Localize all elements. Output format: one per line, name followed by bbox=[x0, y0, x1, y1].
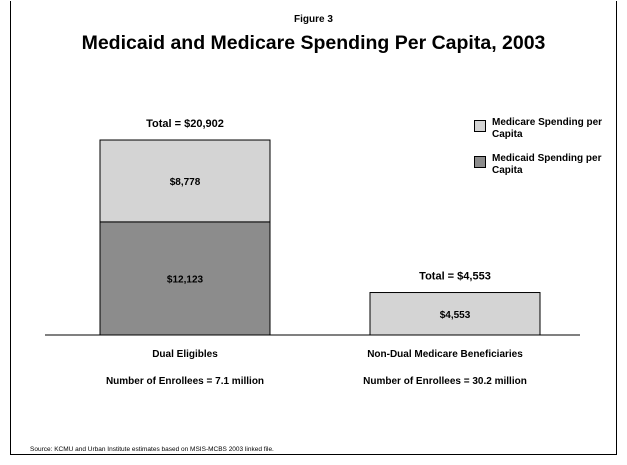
legend-item-medicare: Medicare Spending per Capita bbox=[474, 117, 624, 153]
legend-swatch-medicaid bbox=[474, 156, 486, 168]
legend: Medicare Spending per Capita Medicaid Sp… bbox=[474, 117, 624, 189]
total-label-0: Total = $20,902 bbox=[146, 118, 224, 130]
source-note: Source: KCMU and Urban Institute estimat… bbox=[30, 446, 274, 453]
legend-swatch-medicare bbox=[474, 120, 486, 132]
enrollees-label-dual: Number of Enrollees = 7.1 million bbox=[105, 376, 265, 387]
legend-label-medicaid: Medicaid Spending per Capita bbox=[492, 153, 602, 176]
category-label-dual: Dual Eligibles bbox=[152, 349, 218, 360]
total-label-1: Total = $4,553 bbox=[419, 271, 491, 283]
figure-label: Figure 3 bbox=[294, 14, 333, 25]
category-label-nondual: Non-Dual Medicare Beneficiaries bbox=[367, 349, 523, 360]
slide-frame bbox=[10, 1, 617, 455]
bar-segment-medicare-1 bbox=[369, 292, 541, 336]
data-label-medicare-0: $8,778 bbox=[170, 177, 201, 188]
bar-segment-medicare-0 bbox=[99, 139, 271, 223]
bar-segment-medicaid-0 bbox=[99, 221, 271, 336]
chart-title: Medicaid and Medicare Spending Per Capit… bbox=[81, 32, 546, 54]
enrollees-label-nondual: Number of Enrollees = 30.2 million bbox=[363, 376, 527, 387]
legend-label-medicare: Medicare Spending per Capita bbox=[492, 117, 603, 140]
data-label-medicaid-0: $12,123 bbox=[167, 274, 204, 285]
data-label-medicare-1: $4,553 bbox=[440, 310, 471, 321]
legend-item-medicaid: Medicaid Spending per Capita bbox=[474, 153, 624, 189]
